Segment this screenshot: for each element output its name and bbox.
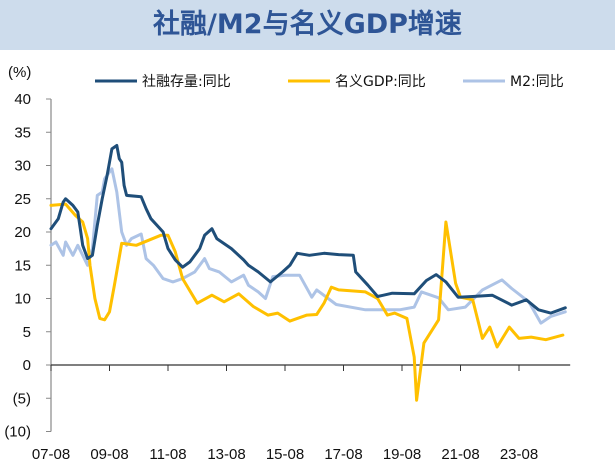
x-tick-label: 09-08 xyxy=(90,446,128,463)
chart-title: 社融/M2与名义GDP增速 xyxy=(153,9,462,40)
x-tick-label: 17-08 xyxy=(324,446,362,463)
legend-label-1: 名义GDP:同比 xyxy=(335,74,426,90)
y-tick-label: 10 xyxy=(14,291,31,308)
axes: 40 35 30 25 20 15 10 5 0 (5) (10)07-08 09-08 11-08 13… xyxy=(4,91,571,463)
title-band xyxy=(0,0,615,50)
legend-label-2: M2:同比 xyxy=(510,74,564,90)
y-tick-label: 0 xyxy=(23,357,31,374)
x-tick-label: 11-08 xyxy=(149,446,186,463)
y-tick-label: 40 xyxy=(14,91,31,108)
y-tick-label: 30 xyxy=(14,158,31,175)
legend: 社融存量:同比 名义GDP:同比 M2:同比 xyxy=(95,74,564,90)
x-tick-label: 15-08 xyxy=(266,446,304,463)
y-tick-label: 35 xyxy=(14,124,31,141)
y-tick-label: (10) xyxy=(4,424,31,441)
x-tick-label: 13-08 xyxy=(207,446,245,463)
series-line-2 xyxy=(49,167,567,325)
series-lines xyxy=(49,144,567,402)
y-tick-label: 25 xyxy=(14,191,31,208)
x-tick-label: 21-08 xyxy=(441,446,479,463)
y-tick-label: 5 xyxy=(23,324,31,341)
x-tick-label: 23-08 xyxy=(500,446,538,463)
y-tick-label: 15 xyxy=(14,257,31,274)
legend-label-0: 社融存量:同比 xyxy=(142,74,231,90)
series-line-0 xyxy=(49,144,567,315)
series-line-1 xyxy=(49,202,565,402)
y-tick-label: (5) xyxy=(13,390,31,407)
x-tick-label: 19-08 xyxy=(383,446,421,463)
y-tick-label: 20 xyxy=(14,224,31,241)
x-tick-label: 07-08 xyxy=(32,446,70,463)
y-axis-unit: (%) xyxy=(8,64,31,81)
